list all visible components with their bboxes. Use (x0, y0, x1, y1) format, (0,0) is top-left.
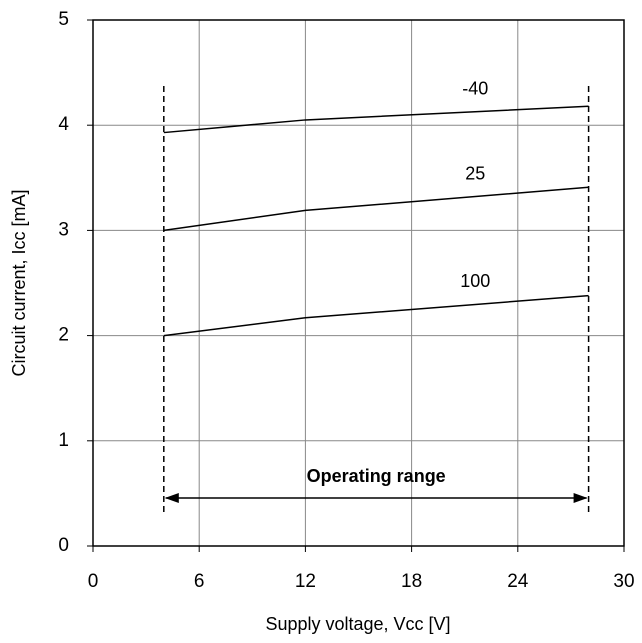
y-tick-label: 5 (58, 9, 69, 30)
x-tick-label: 24 (507, 571, 529, 592)
x-tick-label: 18 (401, 571, 422, 592)
series-label: 100 (460, 271, 490, 291)
y-axis-label: Circuit current, Icc [mA] (9, 189, 29, 376)
series-label: -40 (462, 78, 488, 98)
plot-frame (92, 19, 625, 547)
arrow-head (573, 493, 588, 503)
y-tick-label: 4 (58, 114, 69, 135)
series-label: 25 (465, 163, 485, 183)
y-tick-label: 1 (58, 430, 69, 451)
x-tick-label: 6 (194, 571, 205, 592)
x-tick-label: 12 (295, 571, 316, 592)
arrow-head (164, 493, 179, 503)
y-tick-label: 3 (58, 219, 69, 240)
x-tick-label: 0 (88, 571, 99, 592)
y-tick-label: 2 (58, 325, 69, 346)
series-line (163, 186, 589, 232)
x-axis-label: Supply voltage, Vcc [V] (265, 614, 450, 634)
series-line (163, 294, 589, 337)
x-tick-label: 30 (613, 571, 634, 592)
series-line (163, 105, 589, 134)
annotation: Operating range (307, 466, 446, 486)
y-tick-label: 0 (58, 535, 69, 556)
